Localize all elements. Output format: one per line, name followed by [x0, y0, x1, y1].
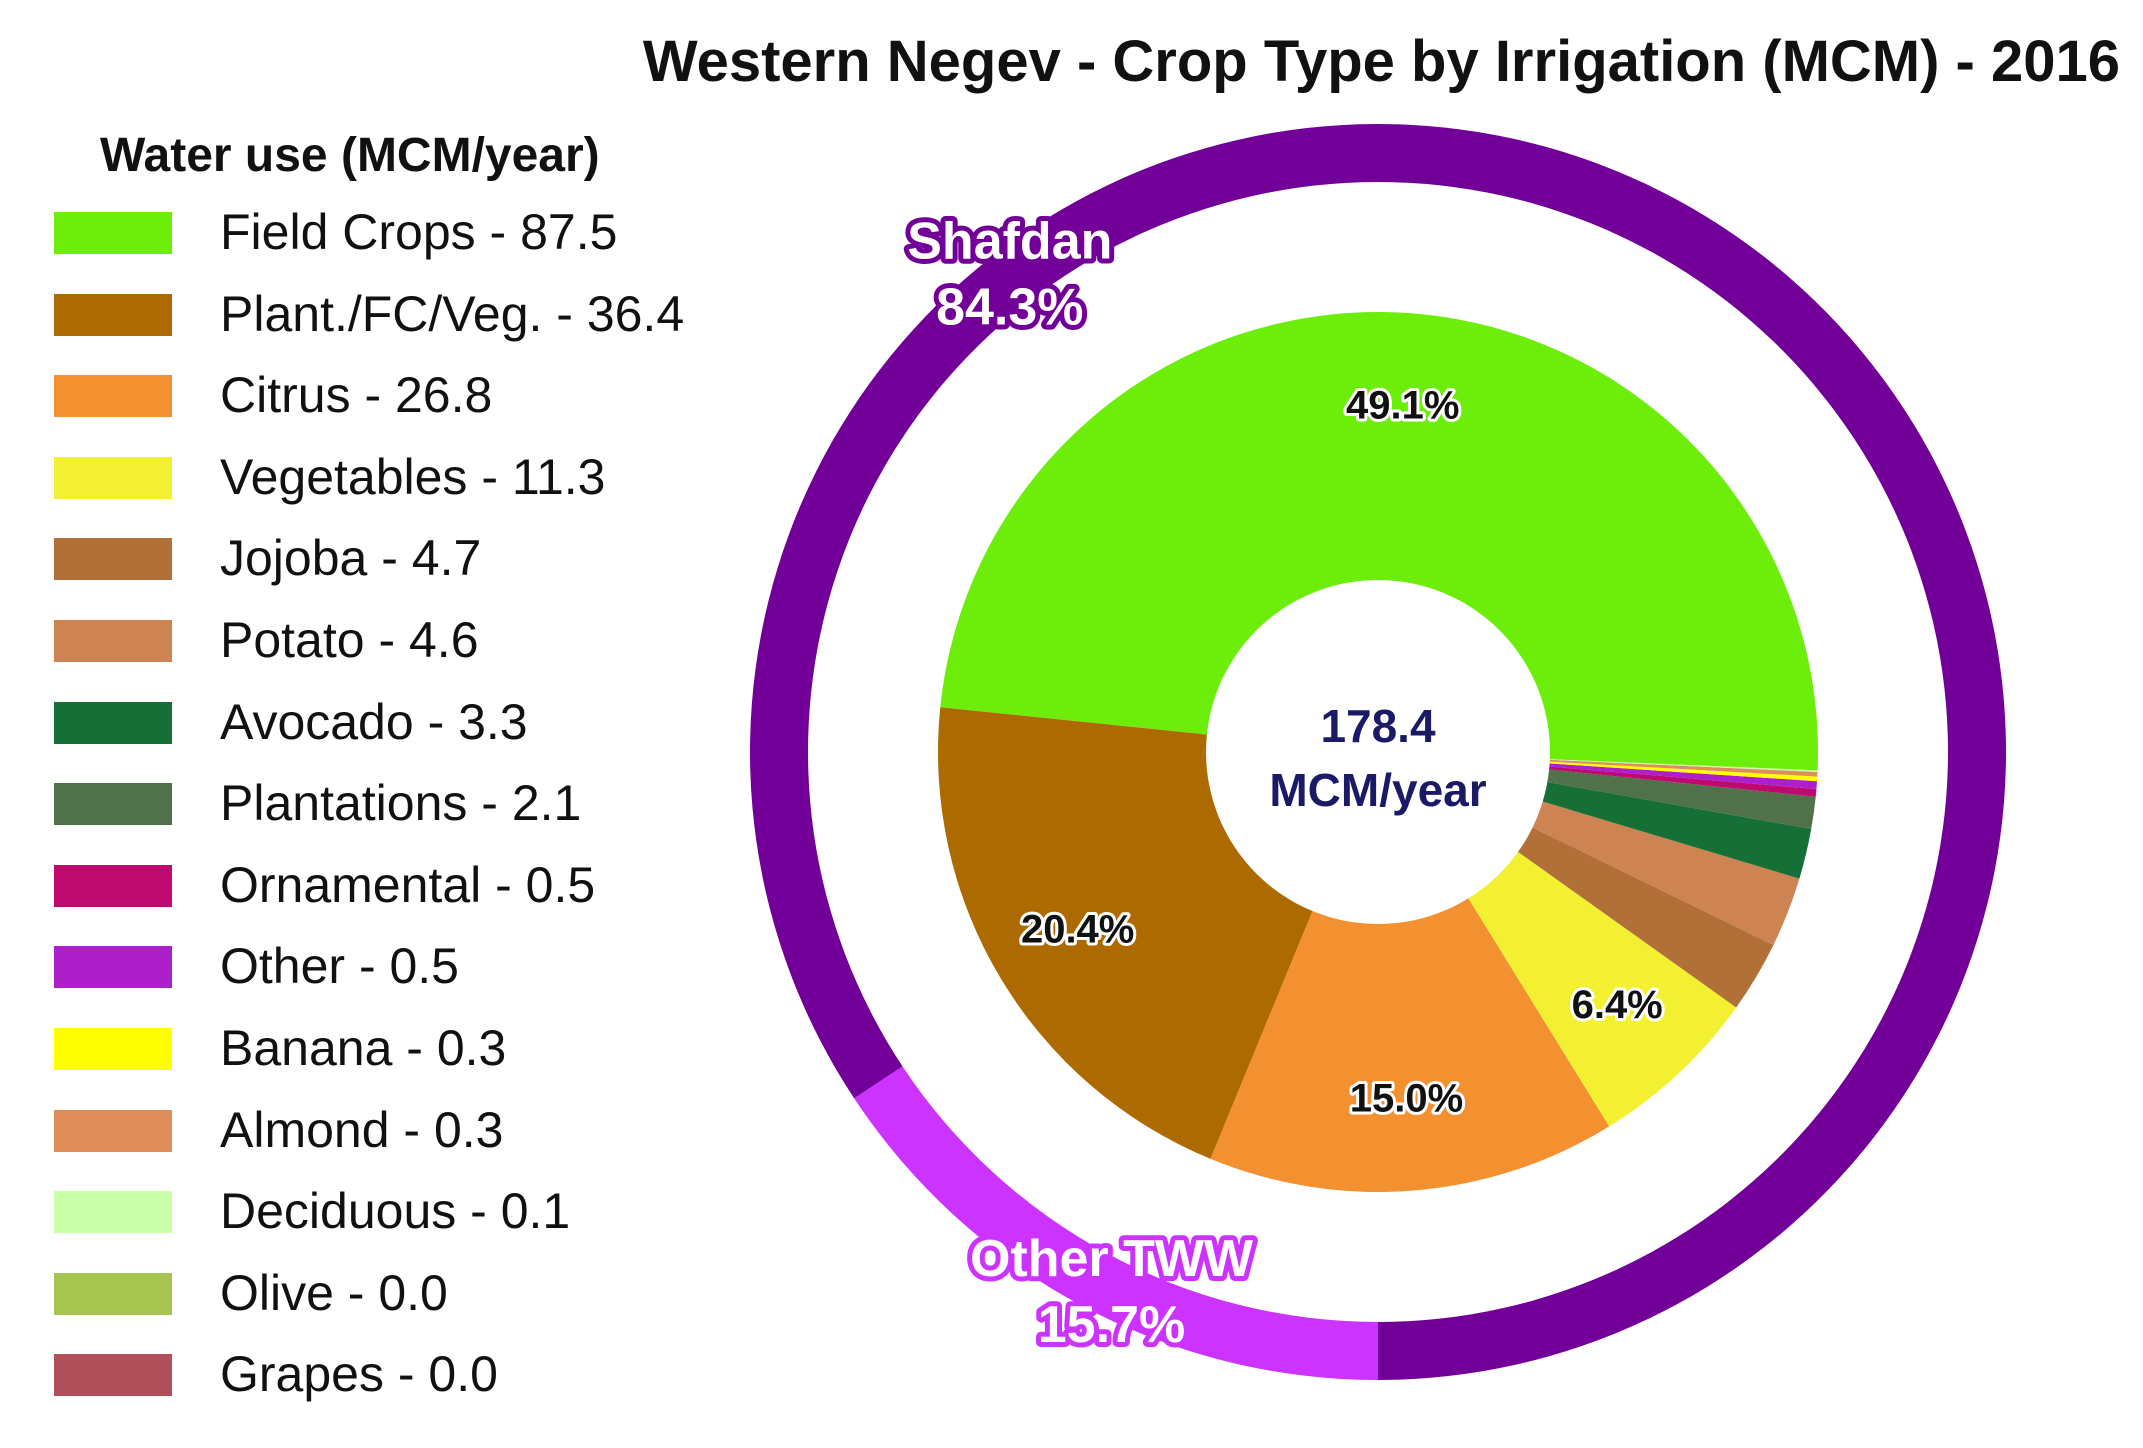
ring-pct-other-tww: 15.7%	[1038, 1296, 1185, 1354]
legend-label: Field Crops - 87.5	[220, 204, 618, 260]
center-total-value: 178.4	[1320, 700, 1436, 752]
center-total-unit: MCM/year	[1269, 764, 1486, 816]
outer-ring	[750, 124, 2007, 1381]
legend-title: Water use (MCM/year)	[100, 129, 600, 182]
legend-item-deciduous: Deciduous - 0.1	[54, 1179, 774, 1239]
legend-swatch	[54, 620, 172, 662]
legend-item-plantations: Plantations - 2.1	[54, 771, 774, 831]
pie-label-field-crops: 49.1%	[1346, 383, 1459, 427]
legend-item-avocado: Avocado - 3.3	[54, 690, 774, 750]
legend-swatch	[54, 1028, 172, 1070]
legend-label: Jojoba - 4.7	[220, 530, 482, 587]
legend-item-jojoba: Jojoba - 4.7	[54, 526, 774, 586]
legend-swatch	[54, 212, 172, 254]
pie-label-plant-fc-veg: 20.4%	[1021, 907, 1134, 951]
legend-label: Avocado - 3.3	[220, 693, 528, 750]
legend-label: Other - 0.5	[220, 938, 459, 995]
chart-title: Western Negev - Crop Type by Irrigation …	[642, 29, 2120, 94]
legend-label: Grapes - 0.0	[220, 1346, 498, 1403]
legend-item-grapes: Grapes - 0.0	[54, 1342, 774, 1402]
legend-label: Olive - 0.0	[220, 1264, 448, 1321]
legend-label: Potato - 4.6	[220, 612, 479, 668]
legend-label: Plantations - 2.1	[220, 775, 582, 832]
legend-label: Vegetables - 11.3	[220, 448, 606, 505]
legend-label: Ornamental - 0.5	[220, 856, 596, 913]
legend-item-potato: Potato - 4.6	[54, 608, 774, 668]
pie-slice-field-crops	[940, 312, 1818, 771]
legend-swatch	[54, 1354, 172, 1397]
legend-label: Banana - 0.3	[220, 1020, 507, 1076]
pie-slice-citrus	[1210, 752, 1610, 1192]
legend-label: Deciduous - 0.1	[220, 1183, 571, 1240]
donut-hole	[1206, 580, 1550, 924]
legend-swatch	[54, 1191, 172, 1234]
legend-swatch	[54, 1109, 172, 1152]
legend-swatch	[54, 946, 172, 989]
legend-item-other: Other - 0.5	[54, 934, 774, 994]
slice-labels: 178.4 MCM/year 49.1% 20.4% 15.0% 6.4% Shafdan 8…	[902, 208, 1665, 1360]
ring-segment-other-tww	[854, 1066, 1378, 1380]
legend-label: Citrus - 26.8	[220, 367, 493, 424]
legend-swatch	[54, 538, 172, 581]
legend-swatch	[54, 1272, 172, 1315]
legend-item-plant-fc-veg: Plant./FC/Veg. - 36.4	[54, 282, 774, 342]
legend-swatch	[54, 864, 172, 907]
inner-pie	[938, 312, 1818, 1192]
legend-swatch	[54, 456, 172, 499]
ring-pct-shafdan: 84.3%	[936, 279, 1083, 337]
legend-swatch	[54, 783, 172, 826]
legend-item-ornamental: Ornamental - 0.5	[54, 853, 774, 913]
legend-swatch	[54, 293, 172, 336]
legend-item-vegetables: Vegetables - 11.3	[54, 445, 774, 505]
legend-item-olive: Olive - 0.0	[54, 1261, 774, 1321]
legend-swatch	[54, 701, 172, 744]
ring-label-other-tww: Other TWW	[970, 1230, 1254, 1288]
legend-swatch	[54, 375, 172, 418]
legend-item-field-crops: Field Crops - 87.5	[54, 200, 774, 260]
legend-item-citrus: Citrus - 26.8	[54, 363, 774, 423]
pie-label-citrus: 15.0%	[1350, 1076, 1463, 1120]
ring-label-shafdan: Shafdan	[907, 213, 1112, 271]
legend-label: Almond - 0.3	[220, 1101, 504, 1158]
legend-item-almond: Almond - 0.3	[54, 1098, 774, 1158]
legend-item-banana: Banana - 0.3	[54, 1016, 774, 1076]
pie-label-vegetables: 6.4%	[1572, 983, 1663, 1027]
legend-label: Plant./FC/Veg. - 36.4	[220, 285, 685, 342]
